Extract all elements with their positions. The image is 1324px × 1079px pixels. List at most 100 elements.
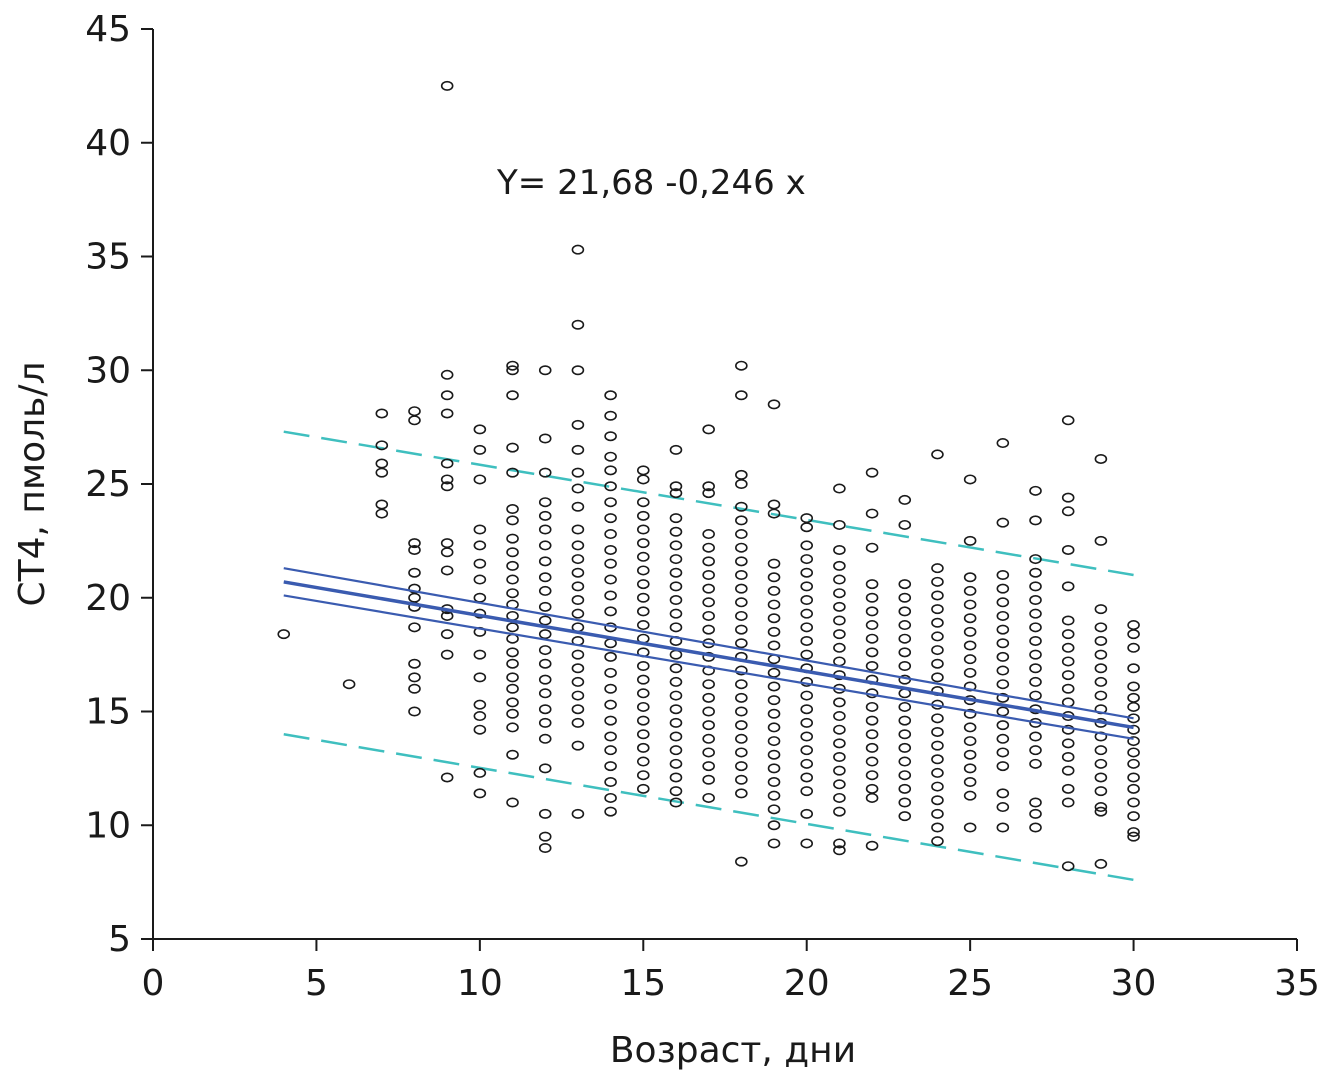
- data-point: [605, 746, 616, 754]
- data-point: [834, 589, 845, 597]
- data-point: [1128, 621, 1139, 629]
- data-point: [867, 744, 878, 752]
- data-point: [474, 789, 485, 797]
- data-point: [736, 857, 747, 865]
- data-point: [540, 541, 551, 549]
- data-point: [769, 723, 780, 731]
- data-point: [1030, 609, 1041, 617]
- data-point: [540, 630, 551, 638]
- y-tick-label: 30: [85, 350, 131, 391]
- data-point: [703, 612, 714, 620]
- data-point: [540, 498, 551, 506]
- data-point: [540, 689, 551, 697]
- data-point: [376, 500, 387, 508]
- data-point: [703, 748, 714, 756]
- data-point: [572, 503, 583, 511]
- data-point: [1128, 773, 1139, 781]
- data-point: [572, 555, 583, 563]
- data-point: [409, 594, 420, 602]
- data-point: [540, 603, 551, 611]
- data-point: [965, 655, 976, 663]
- data-point: [1063, 507, 1074, 515]
- data-point: [1063, 493, 1074, 501]
- data-point: [638, 539, 649, 547]
- data-point: [670, 664, 681, 672]
- data-point: [1063, 862, 1074, 870]
- data-point: [834, 657, 845, 665]
- data-point: [605, 514, 616, 522]
- data-point: [605, 530, 616, 538]
- data-point: [442, 650, 453, 658]
- data-point: [867, 509, 878, 517]
- data-point: [442, 548, 453, 556]
- data-point: [769, 669, 780, 677]
- data-point: [834, 484, 845, 492]
- data-point: [703, 680, 714, 688]
- data-point: [899, 594, 910, 602]
- data-point: [670, 746, 681, 754]
- data-point: [1030, 637, 1041, 645]
- data-point: [442, 82, 453, 90]
- data-point: [638, 466, 649, 474]
- data-point: [997, 680, 1008, 688]
- data-point: [442, 459, 453, 467]
- data-point: [899, 703, 910, 711]
- data-point: [572, 525, 583, 533]
- data-point: [572, 245, 583, 253]
- data-point: [997, 518, 1008, 526]
- data-point: [997, 666, 1008, 674]
- data-point: [899, 757, 910, 765]
- data-point: [670, 732, 681, 740]
- y-tick-label: 5: [108, 919, 131, 960]
- x-tick-label: 35: [1274, 963, 1320, 1004]
- x-tick-label: 30: [1111, 963, 1157, 1004]
- data-point: [834, 698, 845, 706]
- data-point: [899, 812, 910, 820]
- data-point: [801, 514, 812, 522]
- y-ticks: 5 10 15 20 25 30 35 40 45: [85, 9, 153, 960]
- data-point: [605, 653, 616, 661]
- data-point: [834, 603, 845, 611]
- data-point: [409, 416, 420, 424]
- data-point: [572, 609, 583, 617]
- data-point: [736, 694, 747, 702]
- data-point: [605, 685, 616, 693]
- data-point: [867, 544, 878, 552]
- data-point: [867, 771, 878, 779]
- data-point: [965, 587, 976, 595]
- y-tick-label: 40: [85, 123, 131, 164]
- data-point: [736, 789, 747, 797]
- data-point: [1128, 682, 1139, 690]
- data-point: [801, 839, 812, 847]
- data-point: [1063, 582, 1074, 590]
- data-point: [997, 612, 1008, 620]
- data-point: [801, 705, 812, 713]
- data-point: [801, 582, 812, 590]
- data-point: [474, 541, 485, 549]
- data-point: [1095, 650, 1106, 658]
- y-tick-label: 25: [85, 464, 131, 505]
- data-point: [1128, 812, 1139, 820]
- data-point: [507, 660, 518, 668]
- data-point: [638, 553, 649, 561]
- data-point: [1063, 766, 1074, 774]
- x-tick-label: 0: [142, 963, 165, 1004]
- data-point: [344, 680, 355, 688]
- data-point: [1128, 630, 1139, 638]
- data-point: [442, 539, 453, 547]
- data-point: [899, 785, 910, 793]
- data-point: [801, 523, 812, 531]
- data-point: [670, 541, 681, 549]
- data-point: [1030, 732, 1041, 740]
- data-point: [736, 735, 747, 743]
- data-point: [507, 548, 518, 556]
- data-point: [572, 366, 583, 374]
- data-point: [801, 555, 812, 563]
- data-point: [834, 630, 845, 638]
- data-point: [1095, 664, 1106, 672]
- data-point: [769, 573, 780, 581]
- data-point: [1095, 605, 1106, 613]
- data-point: [474, 726, 485, 734]
- data-point: [638, 607, 649, 615]
- data-point: [605, 453, 616, 461]
